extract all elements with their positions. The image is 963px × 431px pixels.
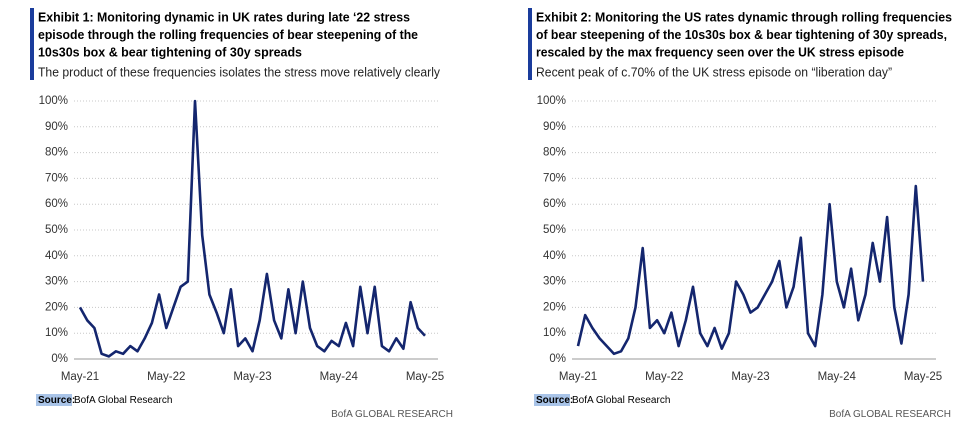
y-tick-label: 80% xyxy=(543,147,566,159)
footer: BofA GLOBAL RESEARCH xyxy=(331,409,453,420)
y-tick-label: 30% xyxy=(543,276,566,288)
chart-panel: Exhibit 1: Monitoring dynamic in UK rate… xyxy=(30,8,453,420)
y-tick-label: 30% xyxy=(45,276,68,288)
y-tick-label: 50% xyxy=(543,224,566,236)
chart-panel: Exhibit 2: Monitoring the US rates dynam… xyxy=(528,8,952,420)
y-tick-label: 0% xyxy=(549,353,566,365)
x-tick-label: May-25 xyxy=(406,371,444,383)
y-tick-label: 20% xyxy=(543,301,566,313)
y-tick-label: 90% xyxy=(543,121,566,133)
title-accent xyxy=(528,8,532,80)
line-series xyxy=(78,99,426,358)
y-tick-label: 40% xyxy=(45,250,68,262)
x-tick-label: May-21 xyxy=(559,371,597,383)
y-tick-label: 40% xyxy=(543,250,566,262)
y-tick-label: 10% xyxy=(45,327,68,339)
chart-title: episode through the rolling frequencies … xyxy=(38,27,418,42)
y-tick-label: 100% xyxy=(39,95,68,107)
y-tick-label: 90% xyxy=(45,121,68,133)
source-highlight xyxy=(36,394,72,406)
chart-subtitle: Recent peak of c.70% of the UK stress ep… xyxy=(536,65,892,79)
chart-title: of bear steepening of the 10s30s box & b… xyxy=(536,27,947,42)
chart-title: Exhibit 1: Monitoring dynamic in UK rate… xyxy=(38,9,410,24)
chart-title: rescaled by the max frequency seen over … xyxy=(536,44,904,59)
x-tick-label: May-22 xyxy=(147,371,185,383)
x-tick-label: May-24 xyxy=(818,371,857,383)
y-tick-label: 10% xyxy=(543,327,566,339)
x-tick-label: May-23 xyxy=(233,371,271,383)
y-tick-label: 80% xyxy=(45,147,68,159)
source-label: Source: xyxy=(536,395,573,406)
y-tick-label: 60% xyxy=(45,198,68,210)
y-tick-label: 50% xyxy=(45,224,68,236)
y-tick-label: 60% xyxy=(543,198,566,210)
source-label: Source: xyxy=(38,395,75,406)
title-accent xyxy=(30,8,34,80)
chart-title: 10s30s box & bear tightening of 30y spre… xyxy=(38,44,302,59)
y-tick-label: 20% xyxy=(45,301,68,313)
y-tick-label: 100% xyxy=(537,95,566,107)
line-series xyxy=(576,184,925,356)
source-highlight xyxy=(534,394,570,406)
source-text: BofA Global Research xyxy=(74,395,172,406)
chart-title: Exhibit 2: Monitoring the US rates dynam… xyxy=(536,9,952,24)
chart-subtitle: The product of these frequencies isolate… xyxy=(38,65,441,79)
x-tick-label: May-22 xyxy=(645,371,683,383)
y-tick-label: 70% xyxy=(45,172,68,184)
x-tick-label: May-23 xyxy=(731,371,769,383)
x-tick-label: May-24 xyxy=(320,371,359,383)
x-tick-label: May-25 xyxy=(904,371,942,383)
source-text: BofA Global Research xyxy=(572,395,670,406)
footer: BofA GLOBAL RESEARCH xyxy=(829,409,951,420)
x-tick-label: May-21 xyxy=(61,371,99,383)
y-tick-label: 0% xyxy=(51,353,68,365)
y-tick-label: 70% xyxy=(543,172,566,184)
